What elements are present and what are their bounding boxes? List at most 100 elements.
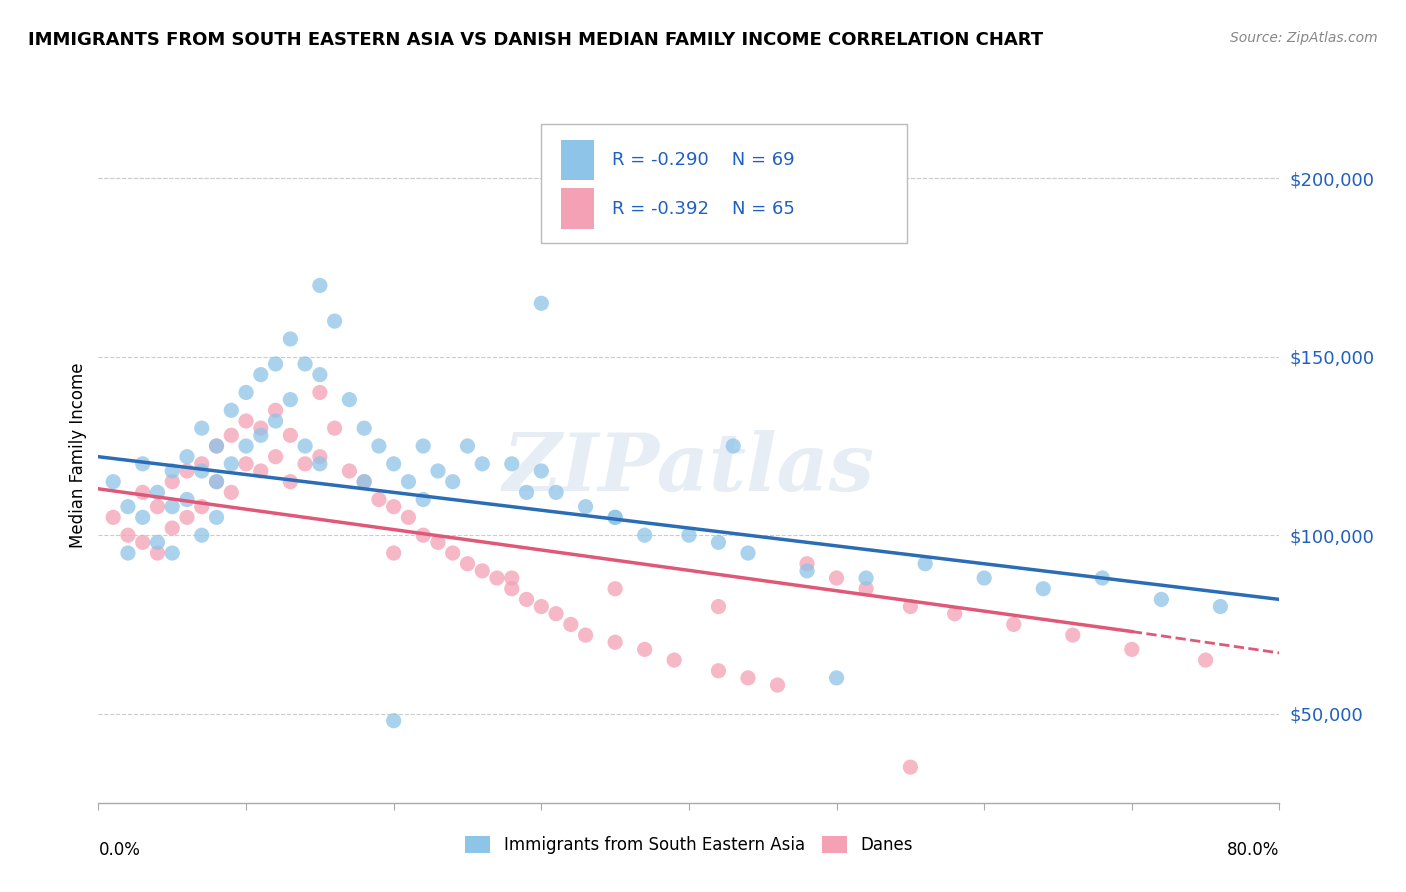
Point bbox=[250, 428, 273, 442]
Point bbox=[412, 439, 434, 453]
Point bbox=[664, 653, 686, 667]
Point bbox=[309, 385, 332, 400]
Point bbox=[737, 546, 759, 560]
Point bbox=[191, 528, 214, 542]
Point bbox=[250, 421, 273, 435]
Point bbox=[825, 571, 848, 585]
Point bbox=[294, 457, 316, 471]
Point bbox=[707, 664, 730, 678]
Point bbox=[132, 510, 155, 524]
Point bbox=[191, 457, 214, 471]
Point bbox=[146, 500, 169, 514]
Point bbox=[132, 485, 155, 500]
Point bbox=[353, 421, 375, 435]
Point bbox=[398, 510, 420, 524]
Point bbox=[368, 439, 391, 453]
Point bbox=[471, 564, 494, 578]
Point bbox=[382, 457, 405, 471]
Point bbox=[707, 535, 730, 549]
Point bbox=[205, 439, 228, 453]
Point bbox=[205, 439, 228, 453]
Point bbox=[943, 607, 966, 621]
Point bbox=[250, 368, 273, 382]
Point bbox=[501, 571, 523, 585]
Point bbox=[368, 492, 391, 507]
Point bbox=[1032, 582, 1054, 596]
Point bbox=[441, 546, 464, 560]
Point bbox=[323, 314, 346, 328]
Point bbox=[486, 571, 509, 585]
Point bbox=[309, 457, 332, 471]
Point bbox=[176, 492, 198, 507]
Point bbox=[117, 500, 139, 514]
FancyBboxPatch shape bbox=[541, 124, 907, 243]
Point bbox=[280, 475, 302, 489]
Point bbox=[205, 475, 228, 489]
Point bbox=[1150, 592, 1173, 607]
Point bbox=[427, 464, 450, 478]
Point bbox=[412, 492, 434, 507]
Point bbox=[441, 475, 464, 489]
Point bbox=[707, 599, 730, 614]
Point bbox=[471, 457, 494, 471]
Point bbox=[501, 457, 523, 471]
Point bbox=[855, 571, 877, 585]
Point bbox=[132, 457, 155, 471]
Point bbox=[353, 475, 375, 489]
Point bbox=[575, 500, 598, 514]
Point bbox=[530, 296, 553, 310]
Point bbox=[1209, 599, 1232, 614]
Point bbox=[973, 571, 995, 585]
Point bbox=[353, 475, 375, 489]
Point bbox=[339, 392, 361, 407]
Point bbox=[605, 510, 627, 524]
Point bbox=[516, 485, 538, 500]
Point bbox=[250, 464, 273, 478]
Point bbox=[205, 510, 228, 524]
Point bbox=[516, 592, 538, 607]
Point bbox=[398, 475, 420, 489]
Point bbox=[382, 546, 405, 560]
Point bbox=[546, 607, 568, 621]
Point bbox=[280, 332, 302, 346]
Point bbox=[146, 485, 169, 500]
Point bbox=[221, 485, 243, 500]
Point bbox=[339, 464, 361, 478]
Text: 0.0%: 0.0% bbox=[98, 841, 141, 859]
Point bbox=[205, 475, 228, 489]
Point bbox=[501, 582, 523, 596]
Point bbox=[605, 510, 627, 524]
Text: R = -0.290    N = 69: R = -0.290 N = 69 bbox=[612, 151, 794, 169]
Point bbox=[457, 439, 479, 453]
Point bbox=[221, 457, 243, 471]
Point bbox=[605, 635, 627, 649]
Point bbox=[723, 439, 745, 453]
Point bbox=[264, 450, 287, 464]
Point bbox=[634, 528, 657, 542]
Point bbox=[309, 450, 332, 464]
Point bbox=[309, 368, 332, 382]
Point bbox=[146, 546, 169, 560]
Point bbox=[176, 464, 198, 478]
Point bbox=[796, 557, 818, 571]
Point bbox=[1121, 642, 1143, 657]
Point bbox=[235, 457, 257, 471]
Point bbox=[825, 671, 848, 685]
Point bbox=[457, 557, 479, 571]
Text: IMMIGRANTS FROM SOUTH EASTERN ASIA VS DANISH MEDIAN FAMILY INCOME CORRELATION CH: IMMIGRANTS FROM SOUTH EASTERN ASIA VS DA… bbox=[28, 31, 1043, 49]
Text: Source: ZipAtlas.com: Source: ZipAtlas.com bbox=[1230, 31, 1378, 45]
Point bbox=[221, 403, 243, 417]
Point bbox=[900, 599, 922, 614]
Point bbox=[264, 357, 287, 371]
Point bbox=[427, 535, 450, 549]
Point bbox=[264, 414, 287, 428]
Bar bbox=[561, 140, 595, 180]
Point bbox=[103, 510, 125, 524]
Point bbox=[176, 450, 198, 464]
Point bbox=[235, 414, 257, 428]
Point bbox=[900, 760, 922, 774]
Point bbox=[235, 439, 257, 453]
Point bbox=[132, 535, 155, 549]
Y-axis label: Median Family Income: Median Family Income bbox=[69, 362, 87, 548]
Point bbox=[146, 535, 169, 549]
